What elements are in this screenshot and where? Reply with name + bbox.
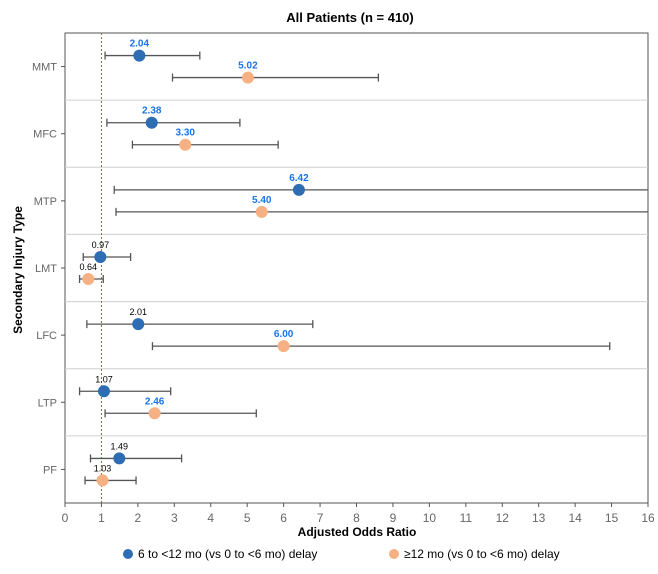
x-tick-label: 13 (532, 511, 546, 525)
data-label: 2.38 (142, 106, 162, 117)
legend-marker (389, 549, 399, 559)
data-label: 0.64 (80, 262, 98, 272)
point-marker (145, 116, 158, 129)
x-tick-label: 14 (568, 511, 582, 525)
point-marker (255, 205, 268, 218)
category-label: MFC (33, 129, 57, 141)
x-tick-label: 7 (317, 511, 324, 525)
point-marker (94, 251, 107, 263)
point-marker (133, 49, 146, 62)
point-marker (241, 71, 254, 84)
category-label: LTP (38, 397, 57, 409)
x-tick-label: 5 (244, 511, 251, 525)
point-marker (96, 474, 109, 487)
legend-entry: ≥12 mo (vs 0 to <6 mo) delay (404, 547, 560, 561)
point-marker (132, 318, 145, 331)
data-label: 6.42 (289, 173, 309, 184)
data-label: 1.49 (111, 441, 129, 451)
point-marker (277, 340, 290, 353)
data-label: 3.30 (176, 128, 196, 139)
x-tick-label: 8 (353, 511, 360, 525)
x-tick-label: 1 (98, 511, 105, 525)
legend-marker (123, 549, 133, 559)
data-label: 0.97 (92, 240, 110, 250)
x-tick-label: 10 (423, 511, 437, 525)
y-axis-label: Secondary Injury Type (11, 206, 25, 334)
x-tick-label: 15 (605, 511, 619, 525)
x-tick-label: 12 (496, 511, 510, 525)
plot-area: 0 1 2 3 4 5 6 7 8 9 10 11 12 13 14 15 16MMTMFCMTPLMTLFCL… (32, 32, 655, 525)
x-tick-label: 2 (135, 511, 142, 525)
x-axis-label: Adjusted Odds Ratio (298, 525, 417, 539)
x-tick-label: 6 (280, 511, 287, 525)
data-label: 1.07 (95, 374, 113, 384)
x-tick-label: 3 (171, 511, 178, 525)
point-marker (148, 407, 161, 420)
category-label: LMT (35, 263, 57, 275)
category-label: PF (43, 464, 57, 476)
data-label: 1.03 (94, 463, 112, 473)
x-tick-label: 11 (460, 511, 473, 525)
data-label: 2.04 (130, 39, 150, 50)
point-marker (113, 452, 126, 465)
category-label: MTP (34, 196, 57, 208)
data-label: 2.01 (129, 307, 147, 317)
data-label: 5.02 (238, 61, 258, 72)
point-marker (179, 138, 192, 151)
point-marker (292, 183, 305, 196)
x-tick-label: 0 (62, 511, 69, 525)
point-marker (97, 385, 110, 398)
x-tick-label: 9 (390, 511, 397, 525)
data-label: 2.46 (145, 396, 165, 407)
data-label: 5.40 (252, 195, 272, 206)
chart-title: All Patients (n = 410) (286, 10, 414, 25)
data-label: 6.00 (274, 329, 294, 340)
point-marker (82, 273, 95, 285)
legend-entry: 6 to <12 mo (vs 0 to <6 mo) delay (138, 547, 317, 561)
x-tick-label: 16 (641, 511, 655, 525)
x-tick-label: 4 (207, 511, 214, 525)
plot-frame (64, 32, 649, 504)
category-label: MMT (32, 62, 57, 74)
legend: 6 to <12 mo (vs 0 to <6 mo) delay ≥12 mo … (123, 547, 560, 561)
category-label: LFC (36, 330, 57, 342)
